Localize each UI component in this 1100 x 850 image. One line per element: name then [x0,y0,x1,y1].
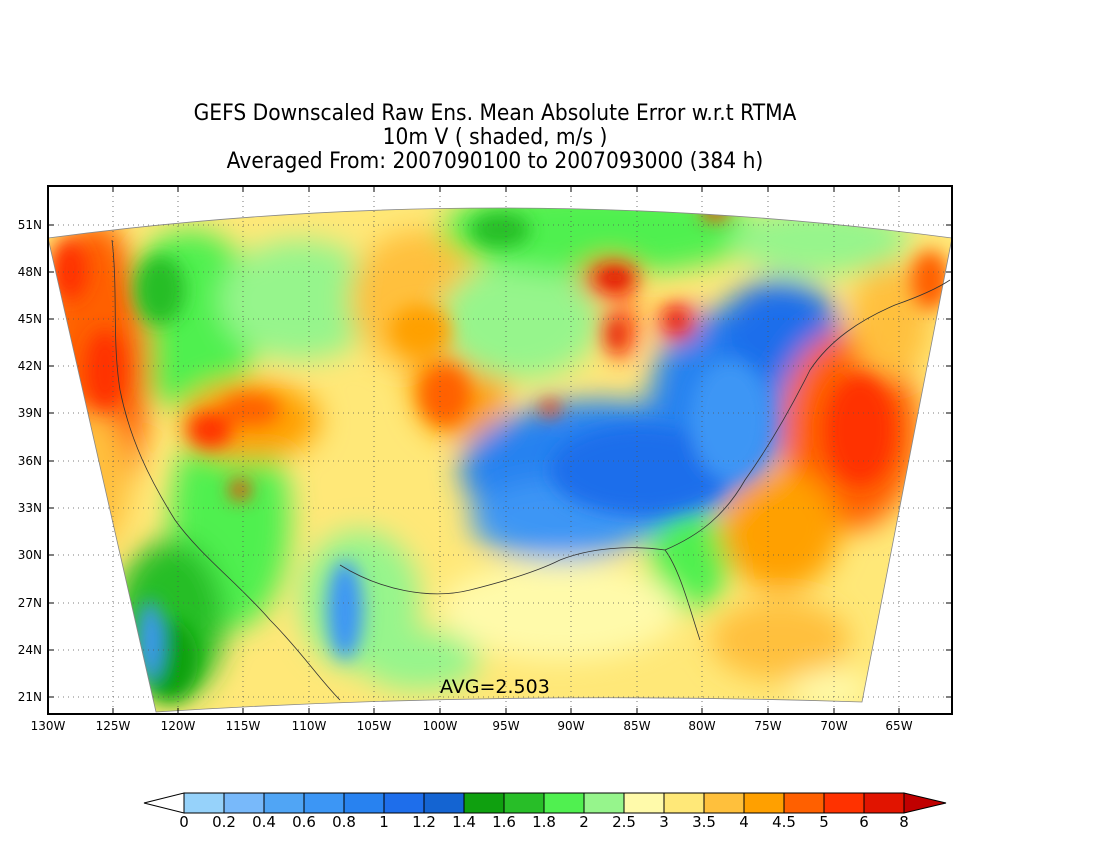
lat-label-42n: 42N [17,359,42,373]
lon-label-95w: 95W [492,719,520,733]
colorbar-box [623,792,665,814]
lat-label-33n: 33N [17,501,42,515]
lon-label-85w: 85W [623,719,651,733]
map-grid [48,186,952,714]
colorbar-low-extend [143,792,185,814]
colorbar-label-0: 0 [179,813,189,831]
lat-label-45n: 45N [17,312,42,326]
lon-label-110w: 110W [291,719,327,733]
lat-label-21n: 21N [17,690,42,704]
average-label: AVG=2.503 [440,676,550,698]
colorbar-box [463,792,505,814]
colorbar-label-0-6: 0.6 [292,813,316,831]
lon-label-70w: 70W [820,719,848,733]
colorbar-box [183,792,225,814]
map-frame [47,185,953,715]
colorbar-label-4-5: 4.5 [772,813,796,831]
colorbar-box [663,792,705,814]
lon-label-115w: 115W [225,719,261,733]
lat-label-51n: 51N [17,218,42,232]
colorbar-box [823,792,865,814]
lat-label-36n: 36N [17,454,42,468]
title-line-3: Averaged From: 2007090100 to 2007093000 … [226,149,764,174]
lon-label-130w: 130W [30,719,66,733]
lon-label-65w: 65W [885,719,913,733]
colorbar-box [263,792,305,814]
colorbar-label-4: 4 [739,813,749,831]
colorbar-box [783,792,825,814]
lat-label-30n: 30N [17,548,42,562]
colorbar-box [303,792,345,814]
lat-label-48n: 48N [17,265,42,279]
colorbar-box [383,792,425,814]
colorbar-label-8: 8 [899,813,909,831]
colorbar-box [583,792,625,814]
colorbar-box [743,792,785,814]
colorbar-label-3-5: 3.5 [692,813,716,831]
colorbar-label-2-5: 2.5 [612,813,636,831]
lon-label-80w: 80W [688,719,716,733]
colorbar-box [343,792,385,814]
colorbar-high-extend [903,792,947,814]
lon-label-120w: 120W [160,719,196,733]
lon-label-90w: 90W [557,719,585,733]
colorbar-label-3: 3 [659,813,669,831]
colorbar-label-0-8: 0.8 [332,813,356,831]
colorbar-label-1-6: 1.6 [492,813,516,831]
colorbar-box [423,792,465,814]
lon-label-105w: 105W [356,719,392,733]
lat-label-27n: 27N [17,596,42,610]
axis-ticks [47,186,952,714]
coastlines [111,239,951,701]
title-line-1: GEFS Downscaled Raw Ens. Mean Absolute E… [193,101,797,126]
colorbar-label-5: 5 [819,813,829,831]
colorbar-label-1-8: 1.8 [532,813,556,831]
colorbar-box [863,792,905,814]
colorbar [143,792,947,814]
colorbar-box [503,792,545,814]
colorbar-label-1-4: 1.4 [452,813,476,831]
lat-label-39n: 39N [17,406,42,420]
lon-label-125w: 125W [95,719,131,733]
colorbar-label-2: 2 [579,813,589,831]
colorbar-label-1-2: 1.2 [412,813,436,831]
colorbar-box [223,792,265,814]
lat-label-24n: 24N [17,643,42,657]
colorbar-label-6: 6 [859,813,869,831]
colorbar-label-0-2: 0.2 [212,813,236,831]
lon-label-100w: 100W [422,719,458,733]
colorbar-label-1: 1 [379,813,389,831]
lon-label-75w: 75W [754,719,782,733]
colorbar-box [703,792,745,814]
colorbar-box [543,792,585,814]
colorbar-label-0-4: 0.4 [252,813,276,831]
title-line-2: 10m V ( shaded, m/s ) [382,125,608,150]
